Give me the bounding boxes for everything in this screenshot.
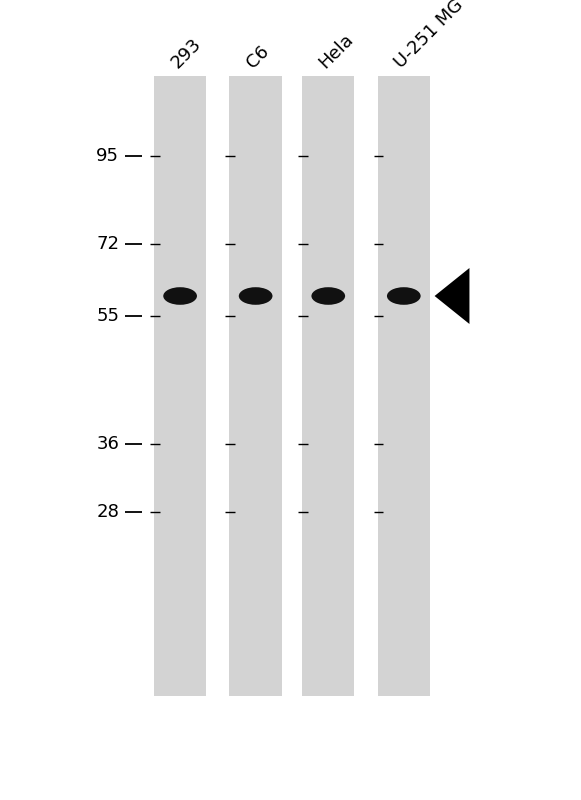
Text: 72: 72 [96, 235, 119, 253]
Ellipse shape [387, 287, 421, 305]
Text: 293: 293 [167, 35, 205, 72]
Text: 95: 95 [96, 147, 119, 165]
Text: C6: C6 [243, 42, 272, 72]
Bar [302, 76, 354, 696]
Text: 55: 55 [96, 307, 119, 325]
Ellipse shape [239, 287, 272, 305]
Text: 36: 36 [96, 435, 119, 453]
Polygon shape [435, 268, 469, 324]
Bar [154, 76, 206, 696]
Ellipse shape [163, 287, 197, 305]
Ellipse shape [311, 287, 345, 305]
Text: U-251 MG: U-251 MG [391, 0, 467, 72]
Text: 28: 28 [96, 503, 119, 521]
Text: Hela: Hela [315, 30, 357, 72]
Bar [229, 76, 282, 696]
Bar [378, 76, 430, 696]
